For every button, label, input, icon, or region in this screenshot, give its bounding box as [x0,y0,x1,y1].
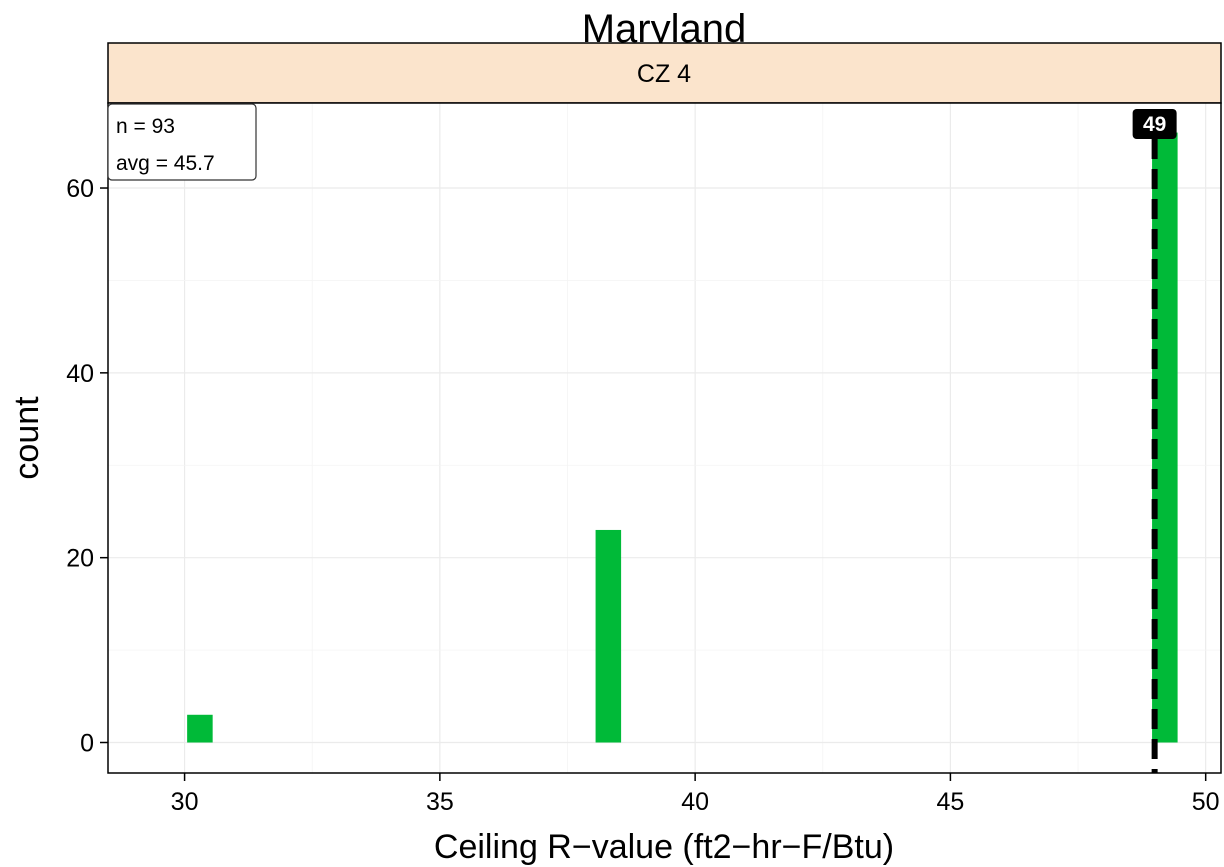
bar [595,529,622,743]
stats-box [107,103,257,181]
x-tick-label: 35 [426,788,454,816]
y-axis-title: count [8,396,46,480]
y-tick-label: 40 [66,360,94,388]
y-tick-label: 20 [66,545,94,573]
reference-line-layer: 49 [1132,109,1177,773]
facet-strip [107,42,1222,104]
stat-n: n = 93 [116,115,175,138]
x-tick-label: 30 [171,788,199,816]
y-axis: 0 20 40 60 [66,175,108,758]
plot-panel [108,103,1221,773]
reference-label: 49 [1143,113,1166,136]
x-tick-label: 50 [1192,788,1220,816]
facet-label: CZ 4 [637,60,691,88]
bar [187,714,213,743]
y-tick-label: 0 [80,730,94,758]
x-axis-title: Ceiling R−value (ft2−hr−F/Btu) [434,828,894,866]
stat-avg: avg = 45.7 [116,152,215,175]
panel-border [107,102,1222,774]
reference-label-box [1132,109,1177,139]
x-tick-label: 40 [681,788,709,816]
x-tick-label: 45 [937,788,965,816]
grid-lines [108,103,1221,773]
x-axis: 30 35 40 45 50 [171,773,1220,816]
y-tick-label: 60 [66,175,94,203]
